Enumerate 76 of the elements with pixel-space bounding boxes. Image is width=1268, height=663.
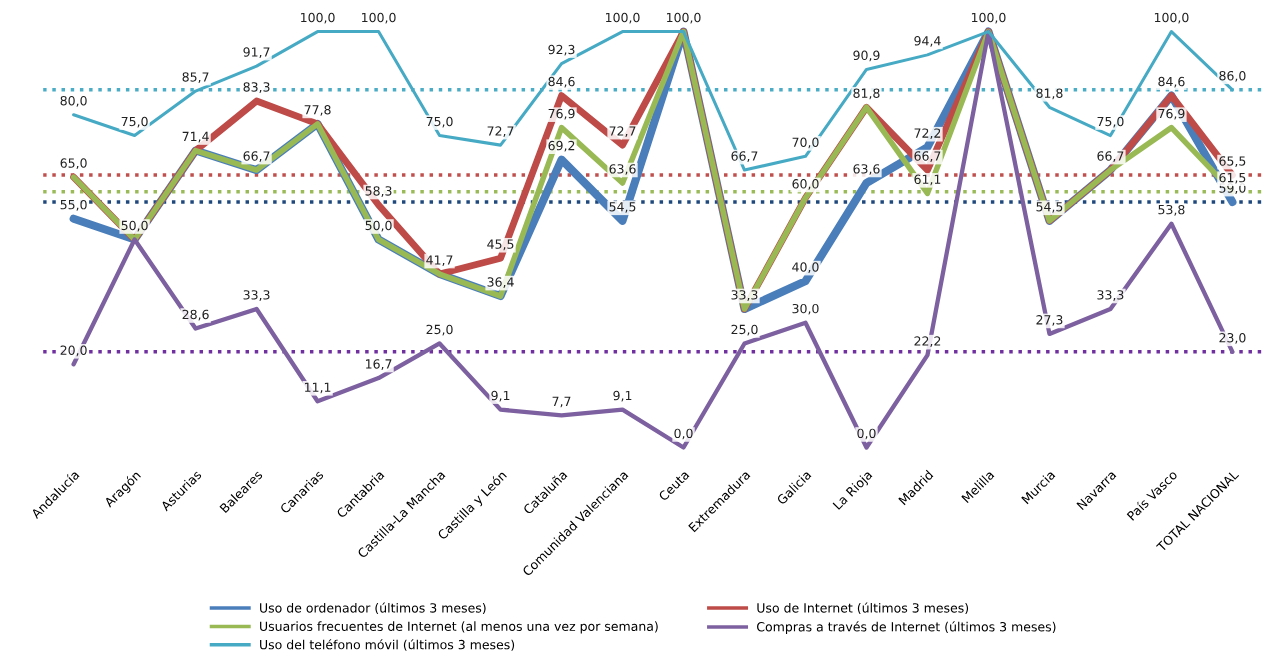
data-label: 0,0 (674, 428, 693, 440)
data-label: 61,5 (1219, 172, 1246, 184)
data-label: 54,5 (1036, 202, 1063, 213)
data-label: 33,3 (731, 290, 758, 301)
data-label: 72,7 (487, 126, 514, 138)
data-label: 36,4 (487, 277, 514, 288)
data-label: 58,3 (365, 186, 392, 197)
data-label: 54,5 (609, 202, 636, 213)
data-label: 63,6 (609, 164, 636, 175)
data-label: 84,6 (548, 76, 575, 88)
data-label: 72,7 (609, 126, 636, 138)
data-label: 50,0 (365, 220, 392, 232)
data-label: 9,1 (491, 390, 510, 402)
data-label: 100,0 (971, 12, 1006, 24)
data-label: 81,8 (853, 88, 880, 100)
data-label: 27,3 (1036, 315, 1063, 326)
data-label: 40,0 (792, 262, 819, 274)
data-label: 30,0 (792, 303, 819, 315)
data-label: 84,6 (1158, 76, 1185, 88)
data-label: 100,0 (362, 12, 396, 24)
data-label: 60,0 (792, 179, 819, 190)
data-label: 100,0 (301, 12, 335, 24)
data-label: 66,7 (914, 151, 941, 162)
legend-label: Uso de ordenador (últimos 3 meses) (260, 602, 486, 615)
data-label: 66,7 (1097, 151, 1124, 162)
data-label: 81,8 (1036, 88, 1063, 100)
data-label: 76,9 (1158, 108, 1185, 120)
data-label: 33,3 (1097, 290, 1124, 301)
data-label: 55,0 (60, 199, 87, 211)
data-label: 94,4 (914, 36, 941, 47)
data-label: 65,5 (1219, 156, 1246, 167)
data-label: 28,6 (182, 309, 209, 321)
data-label: 75,0 (426, 116, 453, 128)
data-label: 11,1 (305, 382, 331, 394)
data-label: 25,0 (731, 324, 758, 336)
data-label: 66,7 (731, 151, 758, 162)
data-label: 25,0 (426, 324, 453, 336)
data-label: 41,7 (426, 255, 453, 266)
data-label: 50,0 (121, 220, 148, 232)
data-label: 80,0 (60, 95, 87, 107)
data-label: 45,5 (487, 239, 514, 251)
data-label: 75,0 (1097, 116, 1124, 128)
legend-label: Uso del teléfono móvil (últimos 3 meses) (260, 639, 515, 651)
data-label: 100,0 (1154, 12, 1189, 24)
data-label: 70,0 (792, 137, 819, 149)
data-label: 83,3 (243, 82, 270, 93)
data-label: 76,9 (548, 108, 575, 120)
data-label: 0,0 (857, 428, 876, 440)
data-label: 61,1 (914, 174, 941, 186)
data-label: 77,8 (304, 105, 331, 116)
data-label: 23,0 (1219, 332, 1246, 344)
legend-label: Usuarios frecuentes de Internet (al menos una vez por semana) (260, 621, 658, 634)
data-label: 92,3 (548, 44, 575, 56)
data-label: 71,4 (182, 131, 209, 143)
data-label: 69,2 (548, 140, 575, 152)
data-label: 65,0 (60, 158, 87, 170)
legend-label: Compras a través de Internet (últimos 3 meses) (757, 621, 1056, 634)
data-label: 72,2 (914, 128, 941, 140)
data-label: 66,7 (243, 151, 270, 162)
data-label: 16,7 (366, 359, 392, 370)
data-label: 33,3 (243, 290, 270, 301)
data-label: 63,6 (853, 164, 880, 175)
data-label: 75,0 (121, 116, 148, 128)
data-label: 100,0 (606, 12, 640, 24)
data-label: 91,7 (243, 47, 270, 59)
data-label: 59,0 (1219, 183, 1246, 194)
data-label: 7,7 (552, 396, 571, 408)
data-label: 20,0 (60, 345, 87, 357)
data-label: 90,9 (853, 50, 880, 62)
data-label: 22,2 (914, 336, 941, 348)
data-label: 85,7 (182, 72, 209, 83)
data-label: 86,0 (1219, 70, 1246, 82)
data-label: 100,0 (667, 12, 701, 24)
legend-label: Uso de Internet (últimos 3 meses) (757, 602, 969, 615)
data-label: 53,8 (1158, 204, 1185, 216)
data-label: 9,1 (613, 390, 632, 402)
